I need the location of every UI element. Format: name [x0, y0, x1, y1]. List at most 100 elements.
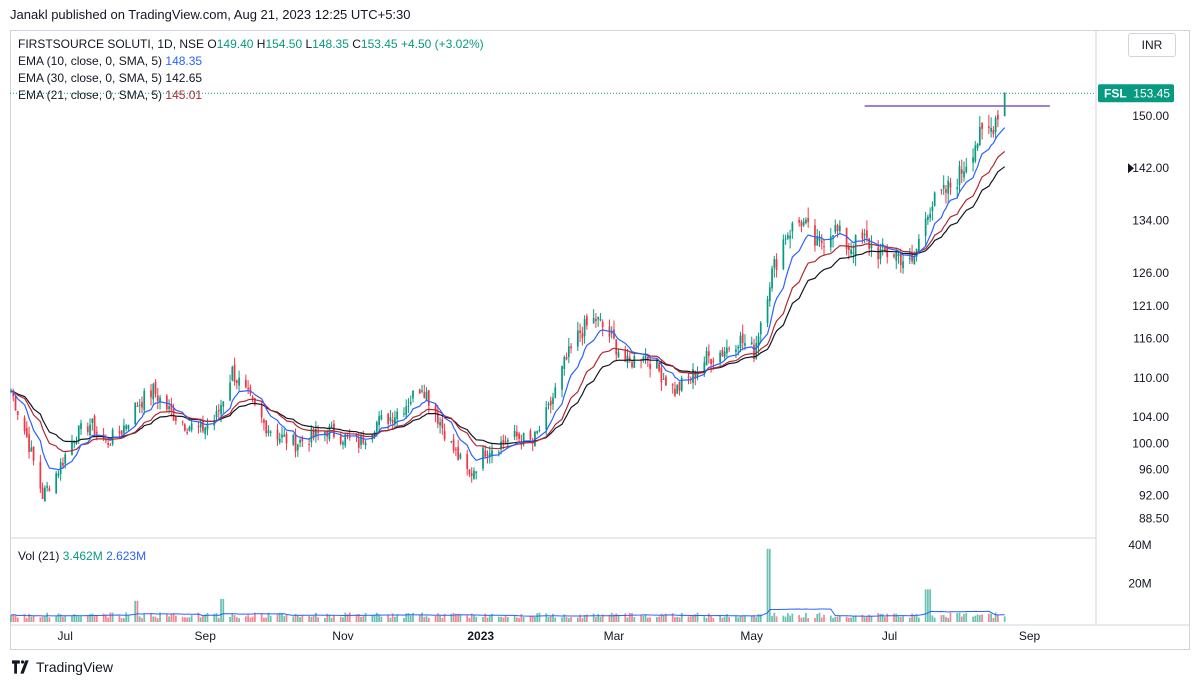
volume-bar: [536, 613, 539, 622]
volume-bar: [10, 615, 12, 622]
volume-bar: [73, 614, 76, 622]
volume-bar: [215, 613, 218, 622]
candle-body: [441, 419, 444, 428]
candle-body: [893, 254, 895, 257]
candle-body: [847, 246, 850, 250]
volume-bar: [344, 612, 347, 622]
volume-bar: [333, 615, 335, 622]
symbol-label[interactable]: FIRSTSOURCE SOLUTI, 1D, NSE: [18, 37, 205, 51]
volume-bar: [676, 616, 679, 622]
candle-body: [324, 431, 326, 436]
volume-bar: [929, 589, 932, 622]
candle-body: [141, 402, 143, 408]
candle-body: [721, 350, 724, 357]
candle-body: [741, 333, 744, 344]
candle-body: [109, 444, 112, 446]
volume-bar: [23, 614, 26, 622]
candle-body: [705, 350, 708, 366]
tradingview-footer[interactable]: TradingView: [12, 659, 113, 675]
candle-body: [172, 408, 175, 421]
candle-body: [852, 252, 855, 254]
candle-body: [93, 415, 96, 435]
candle-body: [538, 429, 541, 431]
candle-body: [380, 415, 383, 420]
volume-bar: [231, 613, 234, 622]
candle-body: [265, 420, 268, 434]
candle-body: [976, 143, 979, 149]
ema30-legend[interactable]: EMA (30, close, 0, SMA, 5) 142.65: [18, 71, 203, 85]
volume-bar: [220, 598, 222, 622]
volume-bar: [744, 615, 746, 622]
volume-bar: [418, 614, 421, 622]
publish-info: Janakl published on TradingView.com, Aug…: [10, 7, 411, 22]
candle-body: [39, 461, 42, 489]
volume-bar: [956, 613, 959, 622]
candle-body: [633, 355, 636, 368]
candle-body: [260, 405, 263, 418]
volume-legend[interactable]: Vol (21) 3.462M 2.623M: [18, 549, 147, 563]
candle-body: [459, 454, 462, 459]
volume-bar: [276, 614, 279, 622]
candle-body: [886, 247, 889, 257]
open-value: O149.40: [207, 37, 254, 51]
ema21-legend[interactable]: EMA (21, close, 0, SMA, 5) 145.01: [18, 88, 203, 102]
candle-body: [80, 423, 82, 430]
volume-bar: [640, 615, 642, 622]
volume-bar: [44, 616, 46, 622]
candle-body: [518, 433, 520, 439]
candle-body: [41, 487, 44, 499]
candle-body: [703, 362, 706, 374]
candle-body: [73, 442, 76, 444]
volume-bar: [753, 615, 755, 622]
volume-bar: [773, 612, 776, 622]
candle-body: [502, 439, 505, 444]
volume-bar: [443, 613, 446, 622]
candle-body: [870, 244, 873, 248]
candle-body: [554, 387, 557, 398]
candle-body: [818, 237, 821, 241]
candle-body: [615, 339, 618, 355]
candle-body: [814, 225, 816, 246]
candle-body: [949, 182, 952, 188]
volume-bar: [775, 616, 778, 622]
candle-body: [186, 432, 189, 434]
high-value: H154.50: [256, 37, 303, 51]
volume-tick-label: 40M: [1128, 538, 1151, 552]
volume-bar: [143, 613, 146, 622]
volume-bar: [32, 616, 35, 622]
candle-body: [1003, 93, 1006, 117]
volume-bar: [455, 613, 457, 622]
volume-bar: [531, 616, 534, 622]
candle-body: [624, 349, 627, 362]
candle-body: [159, 397, 161, 403]
candle-body: [75, 442, 78, 445]
volume-bar: [633, 617, 636, 622]
candle-body: [658, 362, 661, 372]
ema10-legend[interactable]: EMA (10, close, 0, SMA, 5) 148.35: [18, 54, 203, 68]
currency-button[interactable]: INR: [1128, 33, 1176, 57]
volume-bar: [739, 615, 742, 622]
candle-body: [678, 381, 681, 391]
volume-bar: [626, 617, 629, 622]
volume-bar: [222, 598, 225, 622]
candle-body: [879, 248, 882, 259]
candle-body: [238, 377, 240, 386]
change-value: +4.50 (+3.02%): [400, 37, 484, 51]
volume-bar: [260, 613, 263, 622]
volume-bar: [346, 613, 349, 622]
volume-bar: [434, 616, 437, 622]
brand-name: TradingView: [36, 659, 114, 675]
candle-body: [974, 145, 977, 162]
candle-body: [816, 237, 819, 246]
volume-bar: [328, 614, 331, 622]
candle-body: [64, 454, 67, 464]
candle-body: [960, 169, 963, 174]
candle-body: [820, 240, 823, 244]
candle-body: [443, 430, 446, 440]
candle-body: [339, 435, 342, 444]
candle-body: [884, 245, 886, 252]
candle-body: [895, 252, 898, 261]
volume-bar: [974, 615, 977, 622]
volume-bar: [310, 616, 313, 622]
